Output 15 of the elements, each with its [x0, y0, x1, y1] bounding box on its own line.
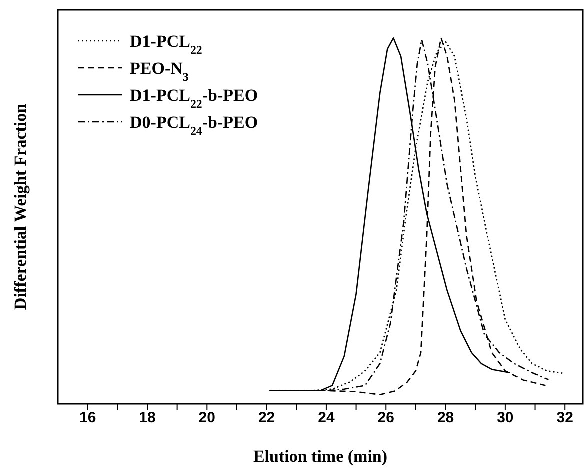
x-tick-label: 28	[437, 410, 454, 427]
legend-label: PEO-N$_{3}$	[130, 59, 189, 84]
x-tick-label: 32	[556, 410, 574, 427]
legend-label: D1-PCL$_{22}$-b-PEO	[130, 86, 258, 111]
x-axis-title: Elution time (min)	[253, 447, 388, 466]
x-tick-label: 20	[198, 410, 216, 427]
legend-label: D1-PCL$_{22}$	[130, 32, 202, 57]
x-tick-label: 18	[139, 410, 156, 427]
legend-label: D0-PCL$_{24}$-b-PEO	[130, 113, 258, 138]
y-axis-title: Differential Weight Fraction	[11, 103, 30, 310]
x-tick-label: 30	[497, 410, 514, 427]
x-tick-label: 26	[378, 410, 394, 427]
x-tick-label: 24	[318, 410, 336, 427]
x-tick-label: 16	[79, 410, 96, 427]
x-tick-label: 22	[258, 410, 276, 427]
